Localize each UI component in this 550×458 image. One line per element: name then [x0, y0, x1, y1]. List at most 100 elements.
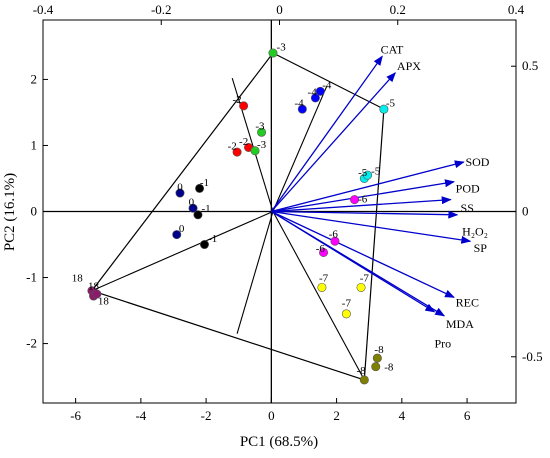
- top-tick-label: 0: [276, 2, 283, 17]
- sample-label: -7: [360, 273, 370, 285]
- loading-label: SS: [461, 201, 474, 215]
- sample-points: 000-1-1-1-2-2 -2-3-3-3-4-4-4-5-5 -5-6-6-6-…: [72, 41, 396, 385]
- sample-label: -8: [384, 362, 394, 374]
- loading-label: H₂O₂: [462, 224, 488, 238]
- x-tick-label: -6: [70, 408, 81, 423]
- sample-label: 18: [88, 280, 100, 292]
- loading-arrow: [271, 210, 472, 244]
- sample-point: [359, 375, 369, 385]
- sample-point: [188, 203, 198, 213]
- sample-point: [199, 240, 209, 250]
- sample-label: 0: [177, 181, 183, 193]
- loading-arrow: [271, 210, 436, 313]
- loading-label: SOD: [465, 155, 489, 169]
- sample-label: -5: [358, 167, 368, 179]
- top-tick-label: -0.2: [151, 2, 172, 17]
- sample-label: -3: [277, 41, 287, 53]
- sample-point: [310, 93, 320, 103]
- loading-vectors: CAT APX SOD POD SS H₂O₂ SP REC MDA Pro: [270, 43, 490, 351]
- y-tick-label: 2: [31, 71, 38, 86]
- sample-point: [195, 183, 205, 193]
- top-tick-label: -0.4: [33, 2, 54, 17]
- loading-arrow: [271, 160, 465, 213]
- sample-label: -4: [322, 80, 332, 92]
- sample-point: [193, 210, 203, 220]
- sample-point: [379, 104, 389, 114]
- x-tick-label: 0: [268, 408, 275, 423]
- y-tick-label: 1: [31, 137, 38, 152]
- sample-label: -3: [257, 139, 267, 151]
- sample-point: [175, 188, 185, 198]
- sector-line: [272, 211, 365, 381]
- sample-point: [297, 104, 307, 114]
- sample-point: [268, 48, 278, 58]
- sample-point: [232, 147, 242, 157]
- x-tick-label: 4: [399, 408, 406, 423]
- sample-point: [330, 236, 340, 246]
- sample-label: -1: [208, 233, 217, 245]
- sample-label: -2: [233, 94, 242, 106]
- sample-label: -6: [329, 228, 339, 240]
- loading-label: POD: [456, 181, 480, 195]
- right-tick-label: -0.5: [522, 349, 543, 364]
- loading-label: SP: [474, 241, 488, 255]
- sample-point: [239, 101, 249, 111]
- sector-lines: [91, 77, 365, 381]
- sector-line: [231, 77, 274, 212]
- sample-label: -2: [239, 136, 248, 148]
- sample-point: [172, 230, 182, 240]
- sample-point: [372, 353, 382, 363]
- sample-point: [92, 289, 102, 299]
- sample-label: -3: [255, 121, 265, 133]
- loading-label: Pro: [434, 337, 451, 351]
- sample-point: [257, 127, 267, 137]
- right-tick-label: 0.5: [522, 58, 538, 73]
- sample-label: -5: [386, 98, 396, 110]
- loading-label: MDA: [446, 317, 474, 331]
- sample-label: -8: [374, 344, 384, 356]
- x-tick-label: -4: [135, 408, 146, 423]
- loading-label: REC: [456, 296, 479, 310]
- sector-line: [91, 210, 274, 292]
- sector-line: [236, 211, 274, 334]
- sample-point: [317, 282, 327, 292]
- loading-arrow: [271, 196, 452, 213]
- top-tick-label: 0.2: [390, 2, 406, 17]
- x-tick-label: 6: [464, 408, 471, 423]
- loading-label: CAT: [381, 43, 404, 57]
- sample-point: [363, 170, 373, 180]
- right-tick-label: 0: [522, 204, 529, 219]
- sample-point: [371, 362, 381, 372]
- sample-label: -2: [228, 140, 237, 152]
- loading-arrow: [271, 210, 459, 219]
- sample-label: -7: [342, 298, 352, 310]
- sample-label: -4: [294, 98, 304, 110]
- top-tick-label: 0.4: [508, 2, 525, 17]
- y-tick-label: -1: [26, 270, 37, 285]
- loading-arrow: [271, 179, 456, 213]
- sample-point: [250, 146, 260, 156]
- sample-label: -1: [202, 203, 211, 215]
- sample-point: [341, 309, 351, 319]
- loading-arrow: [270, 55, 383, 212]
- sample-label: -1: [200, 177, 209, 189]
- loading-arrow: [271, 210, 455, 298]
- sample-label: -4: [308, 86, 318, 98]
- sample-point: [350, 195, 360, 205]
- loading-label: APX: [397, 59, 421, 73]
- sample-label: -5: [371, 166, 381, 178]
- sector-line: [272, 85, 328, 212]
- bottom-axis-ticks: -6 -4 -2 0 2 4 6: [70, 398, 471, 423]
- y-axis-title: PC2 (16.1%): [2, 173, 18, 251]
- sample-label: -8: [356, 365, 366, 377]
- y-tick-label: 0: [31, 204, 38, 219]
- sample-point: [356, 282, 366, 292]
- sample-label: 18: [72, 273, 84, 285]
- sample-label: -6: [358, 193, 368, 205]
- x-tick-label: -2: [201, 408, 212, 423]
- sample-label: 0: [189, 197, 195, 209]
- y-tick-label: -2: [26, 336, 37, 351]
- x-tick-label: 2: [333, 408, 340, 423]
- sample-label: -6: [316, 243, 326, 255]
